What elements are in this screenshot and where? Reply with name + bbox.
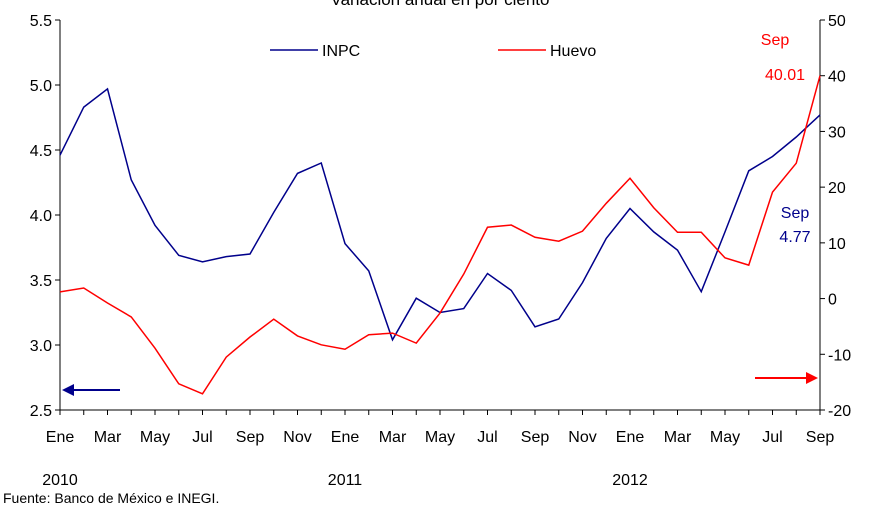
left-arrow (62, 384, 120, 396)
x-tick-label: Sep (806, 429, 835, 446)
y2-tick-label: -20 (828, 403, 851, 420)
legend-label: Huevo (550, 43, 596, 60)
series-line (59, 75, 821, 395)
right-arrow (755, 372, 818, 384)
y2-tick-label: 10 (828, 236, 846, 253)
annotation: Sep (781, 205, 810, 222)
legend-label: INPC (322, 43, 360, 60)
y-tick-label: 2.5 (30, 403, 52, 420)
annotation: Sep (761, 32, 790, 49)
x-tick-label: May (425, 429, 455, 446)
y-tick-label: 3.5 (30, 273, 52, 290)
y2-tick-label: 50 (828, 13, 846, 30)
series-line (59, 87, 821, 342)
x-tick-label: Nov (283, 429, 311, 446)
year-label: 2011 (328, 472, 363, 489)
annotation: 4.77 (779, 229, 810, 246)
y2-tick-label: 0 (828, 292, 837, 309)
x-tick-label: Ene (46, 429, 75, 446)
x-tick-label: Nov (568, 429, 596, 446)
y-tick-label: 3.0 (30, 338, 52, 355)
x-tick-label: Sep (236, 429, 265, 446)
x-tick-label: Sep (521, 429, 550, 446)
x-tick-label: Jul (762, 429, 782, 446)
source: Fuente: Banco de México e INEGI. (3, 490, 219, 506)
year-label: 2010 (42, 472, 78, 489)
y2-tick-label: 20 (828, 180, 846, 197)
y-tick-label: 5.5 (30, 13, 52, 30)
x-tick-label: Ene (616, 429, 645, 446)
y2-tick-label: -10 (828, 347, 851, 364)
year-label: 2012 (612, 472, 648, 489)
x-tick-label: May (140, 429, 170, 446)
y-tick-label: 4.0 (30, 208, 52, 225)
y-tick-label: 4.5 (30, 143, 52, 160)
x-tick-label: Mar (94, 429, 122, 446)
x-tick-label: Ene (331, 429, 360, 446)
y-tick-label: 5.0 (30, 78, 52, 95)
x-tick-label: Jul (477, 429, 497, 446)
x-tick-label: Mar (664, 429, 692, 446)
y2-tick-label: 30 (828, 124, 846, 141)
annotation: 40.01 (765, 67, 805, 84)
y2-tick-label: 40 (828, 69, 846, 86)
chart-title: Variación anual en por ciento (331, 0, 550, 9)
x-tick-label: May (710, 429, 740, 446)
x-tick-label: Jul (192, 429, 212, 446)
x-tick-label: Mar (379, 429, 407, 446)
